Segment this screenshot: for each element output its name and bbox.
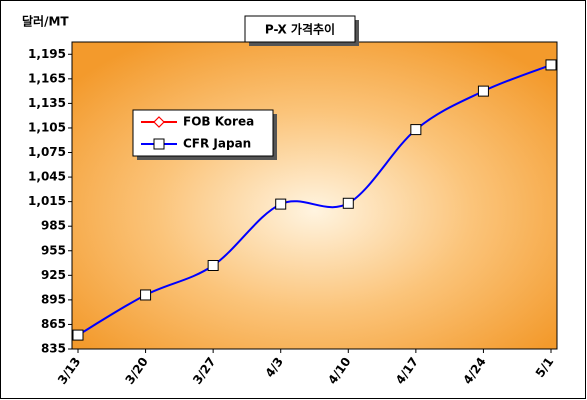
- chart-title: P-X 가격추이: [265, 22, 335, 37]
- legend-marker: [153, 138, 165, 150]
- data-point: [477, 85, 489, 97]
- y-tick-label: 1,105: [28, 120, 66, 134]
- y-tick-label: 985: [41, 219, 66, 233]
- y-axis-label: 달러/MT: [22, 14, 69, 29]
- data-point: [140, 289, 152, 301]
- y-tick-label: 865: [41, 317, 66, 331]
- data-point: [342, 197, 354, 209]
- y-tick-label: 1,195: [28, 47, 66, 61]
- series-line: [77, 63, 552, 336]
- legend-label: CFR Japan: [183, 137, 251, 151]
- legend-label: FOB Korea: [183, 115, 254, 129]
- plot-area: [71, 41, 558, 350]
- data-point: [275, 198, 287, 210]
- y-tick-label: 955: [41, 243, 66, 257]
- data-point: [410, 124, 422, 136]
- y-tick-label: 1,015: [28, 194, 66, 208]
- y-tick-label: 895: [41, 292, 66, 306]
- y-tick-label: 925: [41, 268, 66, 282]
- title-box: [244, 15, 356, 43]
- y-tick-label: 1,045: [28, 170, 66, 184]
- legend-marker: [153, 116, 165, 128]
- data-point: [545, 59, 557, 71]
- y-tick-label: 1,135: [28, 96, 66, 110]
- y-tick-label: 835: [41, 342, 66, 356]
- y-tick-label: 1,075: [28, 145, 66, 159]
- data-point: [207, 259, 219, 271]
- y-tick-label: 1,165: [28, 71, 66, 85]
- data-point: [72, 329, 84, 341]
